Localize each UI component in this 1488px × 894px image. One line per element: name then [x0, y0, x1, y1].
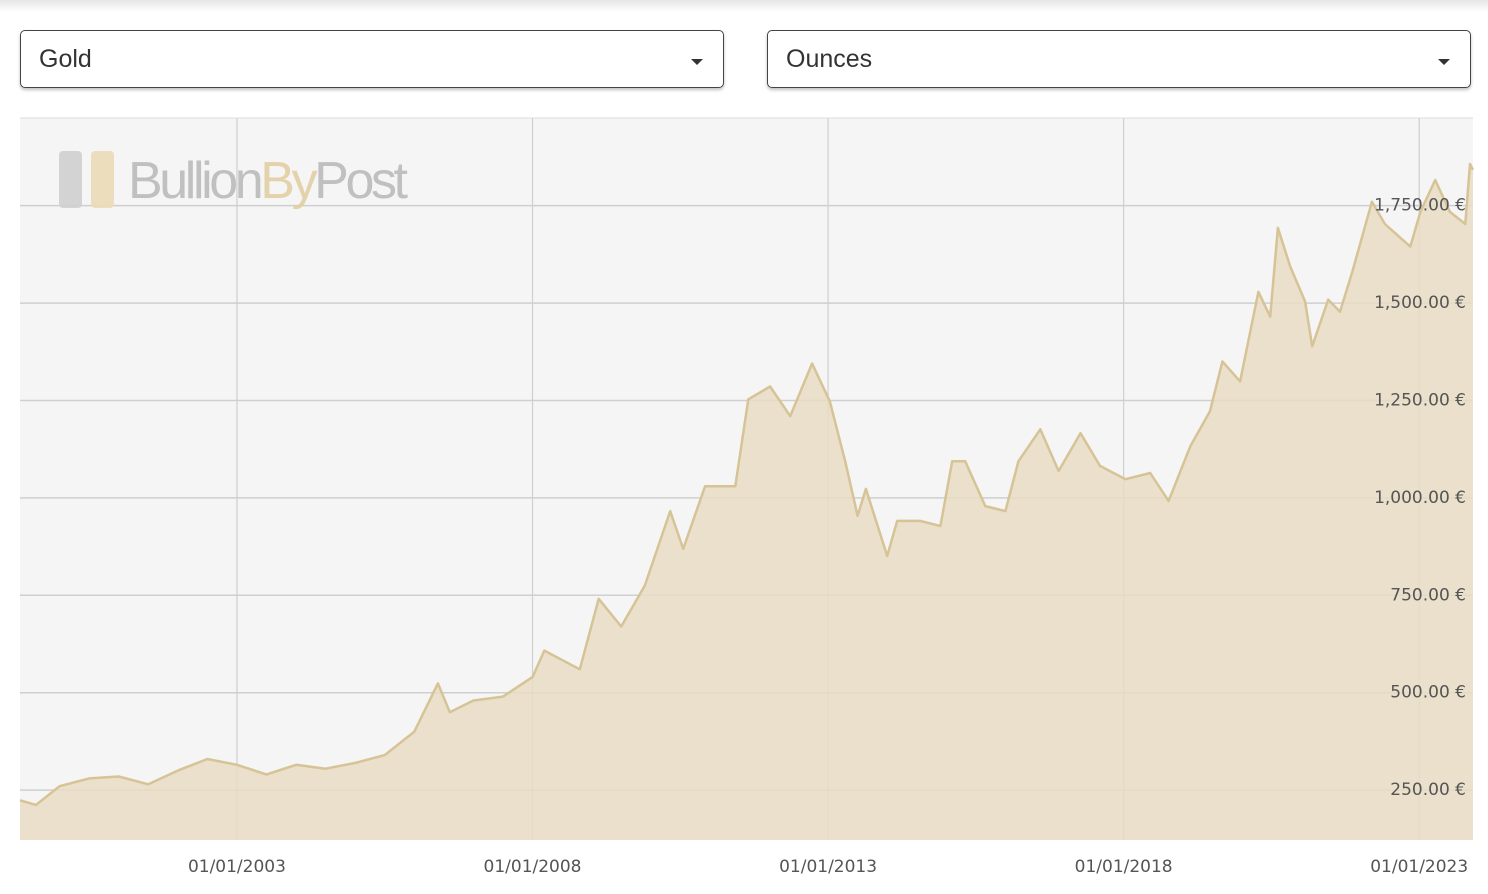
y-tick-label: 250.00 €: [1390, 780, 1466, 800]
area: [20, 164, 1473, 840]
y-tick-label: 1,250.00 €: [1374, 390, 1466, 410]
marks: [19, 162, 1475, 840]
header-shadow: [0, 0, 1488, 12]
x-tick-label: 01/01/2023: [1370, 857, 1468, 877]
watermark-part: By: [260, 152, 319, 210]
x-tick-label: 01/01/2008: [484, 857, 582, 877]
y-tick-label: 1,750.00 €: [1374, 196, 1466, 216]
y-tick-label: 750.00 €: [1390, 585, 1466, 605]
watermark-text: BullionByPost: [128, 152, 410, 210]
x-tick-label: 01/01/2013: [779, 857, 877, 877]
metal-label: Gold: [39, 45, 92, 73]
x-tick-label: 01/01/2018: [1075, 857, 1173, 877]
line: [19, 162, 1475, 807]
unit-select[interactable]: Ounces: [767, 30, 1471, 88]
x-tick-label: 01/01/2003: [188, 857, 286, 877]
logo-bar: [59, 151, 82, 208]
y-tick-label: 1,500.00 €: [1374, 293, 1466, 313]
caret: [1438, 59, 1450, 65]
unit-label: Ounces: [786, 45, 873, 73]
logo-bar: [91, 151, 114, 208]
labels: 250.00 € 500.00 € 750.00 € 1,000.00 € 1,250.…: [188, 196, 1468, 877]
watermark-part: Bullion: [128, 152, 266, 210]
caret: [691, 59, 703, 65]
y-tick-label: 1,000.00 €: [1374, 488, 1466, 508]
watermark-part: Post: [314, 152, 410, 210]
watermark: BullionByPost: [59, 151, 410, 210]
y-tick-label: 500.00 €: [1390, 683, 1466, 703]
metal-select[interactable]: Gold: [20, 30, 724, 88]
